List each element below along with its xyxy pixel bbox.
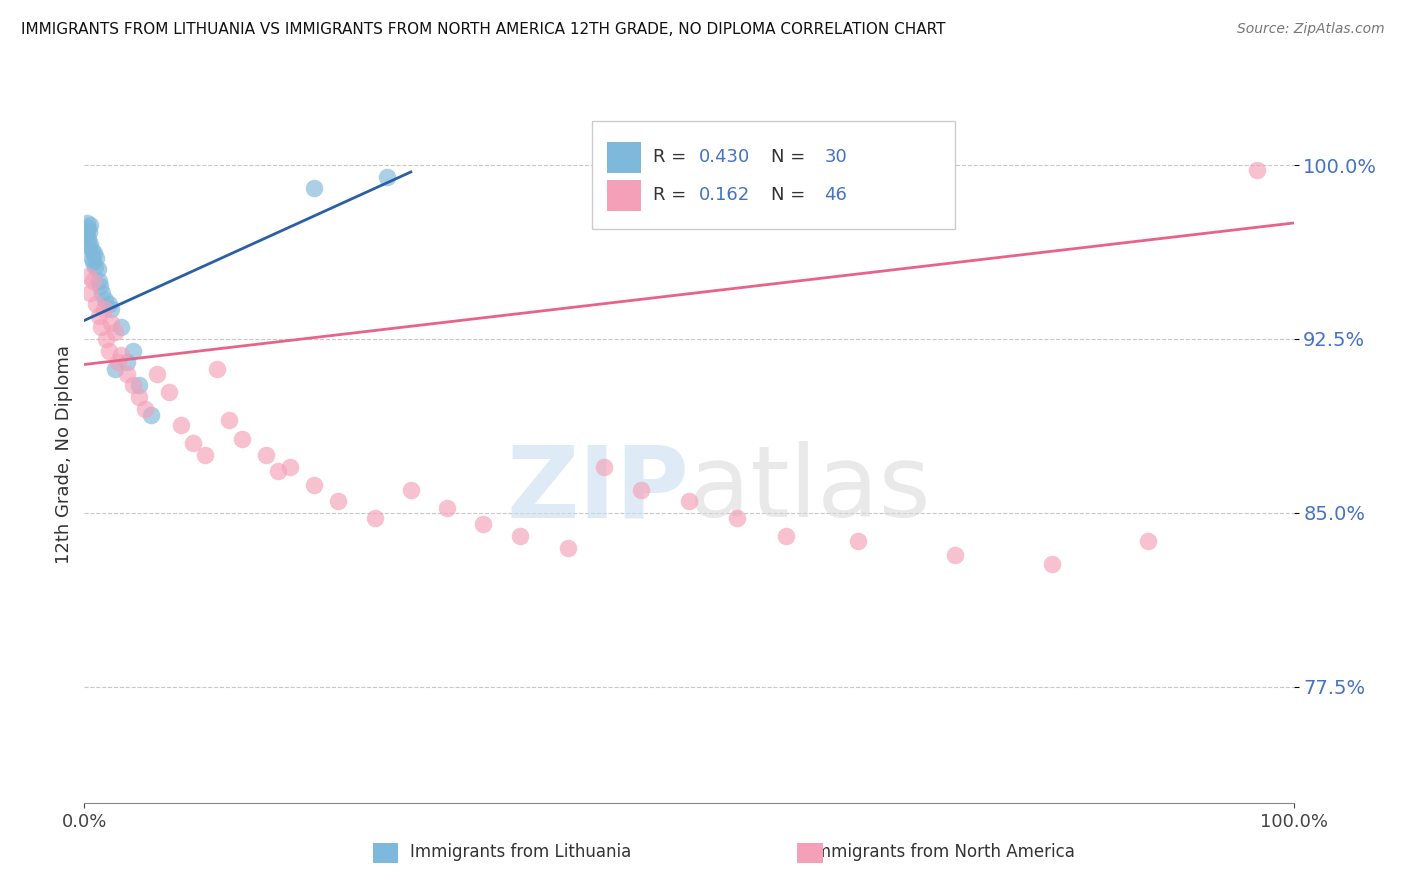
Text: 0.430: 0.430 bbox=[699, 148, 749, 166]
Point bbox=[79, 219, 101, 233]
Point bbox=[75, 227, 97, 242]
Point bbox=[181, 436, 204, 450]
Point bbox=[77, 269, 100, 284]
Point bbox=[302, 181, 325, 195]
Text: N =: N = bbox=[770, 148, 811, 166]
Text: 46: 46 bbox=[824, 186, 848, 204]
Point bbox=[1246, 162, 1268, 177]
Text: N =: N = bbox=[770, 186, 811, 204]
Point bbox=[104, 362, 127, 376]
Point bbox=[128, 378, 150, 392]
Point bbox=[170, 417, 193, 432]
Point bbox=[943, 548, 966, 562]
Point bbox=[231, 432, 253, 446]
Point bbox=[77, 239, 100, 253]
Point bbox=[93, 301, 115, 316]
Point bbox=[86, 297, 108, 311]
Point bbox=[82, 274, 104, 288]
Point bbox=[146, 367, 169, 381]
Point bbox=[630, 483, 652, 497]
Point bbox=[128, 390, 150, 404]
Point bbox=[115, 355, 138, 369]
Point bbox=[207, 362, 229, 376]
Point bbox=[267, 464, 290, 478]
Point bbox=[91, 285, 114, 300]
Point bbox=[1040, 557, 1063, 571]
Point bbox=[86, 251, 108, 265]
Point bbox=[77, 232, 100, 246]
Point bbox=[134, 401, 156, 416]
Point bbox=[509, 529, 531, 543]
Text: ZIP: ZIP bbox=[506, 442, 689, 538]
Text: IMMIGRANTS FROM LITHUANIA VS IMMIGRANTS FROM NORTH AMERICA 12TH GRADE, NO DIPLOM: IMMIGRANTS FROM LITHUANIA VS IMMIGRANTS … bbox=[21, 22, 946, 37]
Point bbox=[87, 274, 110, 288]
Text: atlas: atlas bbox=[689, 442, 931, 538]
Point bbox=[100, 301, 122, 316]
Point bbox=[110, 348, 132, 362]
Point bbox=[94, 293, 117, 307]
FancyBboxPatch shape bbox=[592, 121, 955, 229]
Point bbox=[79, 285, 101, 300]
Text: R =: R = bbox=[652, 148, 692, 166]
Point bbox=[86, 262, 108, 277]
Point bbox=[82, 255, 104, 269]
Bar bbox=[607, 142, 641, 173]
Text: Immigrants from Lithuania: Immigrants from Lithuania bbox=[409, 843, 631, 861]
Point bbox=[218, 413, 240, 427]
Point bbox=[100, 316, 122, 330]
Point bbox=[436, 501, 458, 516]
Text: Source: ZipAtlas.com: Source: ZipAtlas.com bbox=[1237, 22, 1385, 37]
Point bbox=[104, 325, 127, 339]
Text: R =: R = bbox=[652, 186, 692, 204]
Point bbox=[90, 320, 112, 334]
Point bbox=[846, 533, 869, 548]
Point bbox=[1137, 533, 1160, 548]
Point bbox=[775, 529, 797, 543]
Point bbox=[278, 459, 301, 474]
Point bbox=[194, 448, 217, 462]
Point bbox=[375, 169, 398, 184]
Point bbox=[107, 355, 129, 369]
Point bbox=[79, 236, 101, 251]
Point bbox=[399, 483, 422, 497]
Point bbox=[94, 332, 117, 346]
Point bbox=[80, 244, 103, 258]
Bar bbox=[607, 180, 641, 211]
Point bbox=[557, 541, 579, 555]
Point bbox=[76, 216, 98, 230]
Point bbox=[77, 225, 100, 239]
Text: Immigrants from North America: Immigrants from North America bbox=[810, 843, 1074, 861]
Text: 0.162: 0.162 bbox=[699, 186, 749, 204]
Point bbox=[157, 385, 180, 400]
Point bbox=[89, 278, 111, 293]
Point bbox=[363, 510, 385, 524]
Point bbox=[97, 343, 120, 358]
Point bbox=[472, 517, 495, 532]
Point bbox=[76, 223, 98, 237]
Point bbox=[254, 448, 277, 462]
Point bbox=[678, 494, 700, 508]
Point bbox=[139, 409, 162, 423]
Point bbox=[115, 367, 138, 381]
Point bbox=[110, 320, 132, 334]
Point bbox=[84, 260, 107, 274]
Point bbox=[302, 478, 325, 492]
Point bbox=[83, 246, 105, 260]
Point bbox=[121, 378, 143, 392]
Point bbox=[328, 494, 350, 508]
Point bbox=[593, 459, 616, 474]
Text: 30: 30 bbox=[824, 148, 848, 166]
Point bbox=[80, 251, 103, 265]
Y-axis label: 12th Grade, No Diploma: 12th Grade, No Diploma bbox=[55, 345, 73, 565]
Point bbox=[725, 510, 748, 524]
Point bbox=[87, 309, 110, 323]
Point bbox=[121, 343, 143, 358]
Point bbox=[97, 297, 120, 311]
Point bbox=[77, 220, 100, 235]
